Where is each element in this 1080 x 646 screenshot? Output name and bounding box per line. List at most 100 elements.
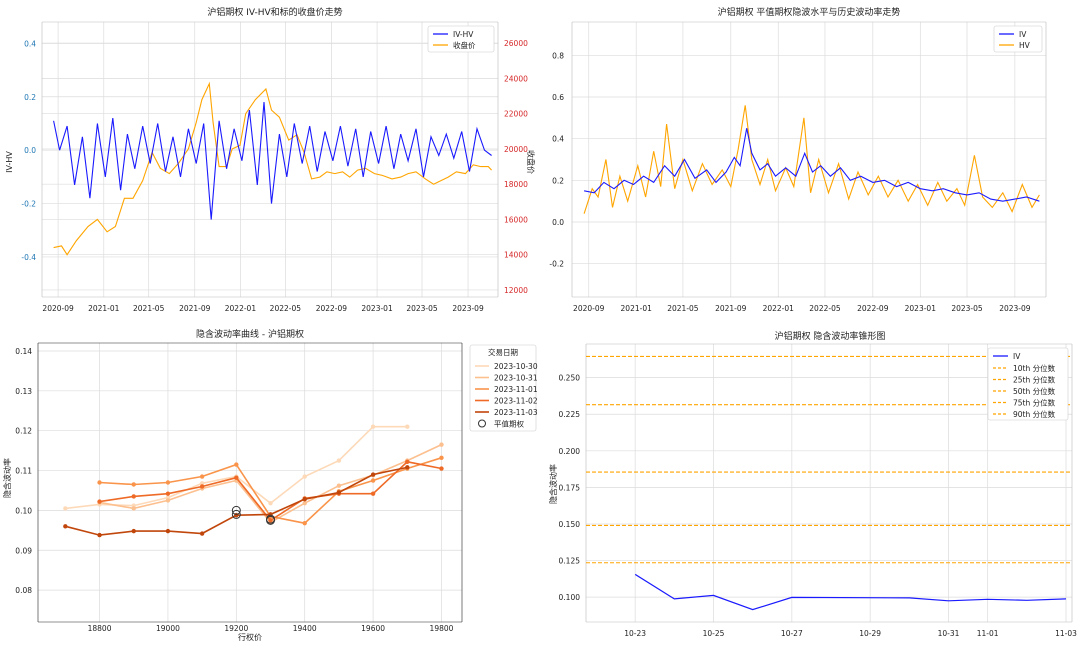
legend-label: HV <box>1019 41 1031 50</box>
y-tick-label: 0.0 <box>24 146 36 155</box>
smile-point <box>302 520 307 526</box>
x-tick-label: 19800 <box>430 624 454 633</box>
smile-point <box>268 518 273 523</box>
x-tick-label: 10-25 <box>703 629 725 638</box>
smile-point <box>439 442 444 447</box>
atm-marker <box>266 515 276 525</box>
y-tick-label: 0.09 <box>15 546 32 555</box>
smile-point <box>234 462 239 467</box>
atm-marker <box>231 505 241 515</box>
smile-point <box>97 532 102 538</box>
y-tick-label: 0.12 <box>15 427 32 436</box>
y-tick-label: 0.10 <box>15 506 32 515</box>
legend: 交易日期 2023-10-30 2023-10-31 2023-11-01 2023-1… <box>469 344 538 432</box>
panel-iv-cone: 沪铝期权 隐含波动率锥形图 隐含波动率 10-23 10-25 10-27 10-29… <box>548 330 1077 638</box>
x-tick-label: 2021-01 <box>88 304 120 313</box>
smile-point <box>405 459 410 464</box>
y-tick-label: 0.11 <box>15 467 32 476</box>
smile-point <box>97 499 102 504</box>
smile-point <box>370 478 376 483</box>
x-tick-label: 2022-01 <box>225 304 257 313</box>
iv-line <box>583 128 1040 202</box>
legend-title: 交易日期 <box>488 347 518 357</box>
x-tick-label: 10-29 <box>859 629 881 638</box>
smile-point <box>97 480 102 485</box>
legend-label: IV <box>1019 30 1027 39</box>
x-tick-label: 2020-09 <box>573 304 605 313</box>
y-tick-label: 0.2 <box>24 93 36 102</box>
y-tick-label: -0.4 <box>21 253 36 262</box>
smile-point <box>336 490 342 495</box>
smile-point <box>131 528 136 534</box>
smile-point <box>336 483 342 488</box>
y2-tick-label: 14000 <box>504 251 528 260</box>
chart-title: 沪铝期权 隐含波动率锥形图 <box>775 330 886 342</box>
smile-point <box>131 494 136 499</box>
x-tick-label: 2022-01 <box>763 304 795 313</box>
smile-point <box>302 497 307 502</box>
legend-label: 2023-11-03 <box>494 408 538 417</box>
chart-title: 沪铝期权 平值期权隐波水平与历史波动率走势 <box>718 6 901 18</box>
smile-point <box>199 481 205 486</box>
smile-point <box>165 528 171 534</box>
x-tick-label: 19600 <box>361 624 385 633</box>
x-tick-label: 19200 <box>224 624 248 633</box>
close-price-line <box>53 81 493 256</box>
legend-label: 平值期权 <box>494 419 524 429</box>
iv-hv-line <box>53 102 492 220</box>
x-tick-label: 2021-09 <box>179 304 211 313</box>
y-axis-label: IV-HV <box>5 151 14 173</box>
legend-box <box>993 25 1043 53</box>
x-tick-label: 2021-09 <box>715 304 747 313</box>
y-tick-label: 0.200 <box>559 447 581 456</box>
legend-swatch <box>478 419 486 428</box>
smile-point <box>131 506 136 511</box>
smile-point <box>439 455 444 460</box>
y-tick-label: 0.4 <box>24 39 36 48</box>
x-tick-label: 2023-09 <box>452 304 484 313</box>
smile-point <box>165 498 171 503</box>
x-tick-label: 2020-09 <box>42 304 74 313</box>
y2-tick-label: 16000 <box>504 215 528 224</box>
y2-tick-label: 24000 <box>504 74 528 83</box>
x-tick-label: 10-27 <box>781 629 803 638</box>
x-tick-label: 2021-05 <box>133 304 165 313</box>
chart-title: 隐含波动率曲线 - 沪铝期权 <box>196 328 304 340</box>
y-tick-label: 0.13 <box>15 387 32 396</box>
x-tick-label: 10-31 <box>938 629 960 638</box>
y-tick-label: 0.8 <box>552 51 564 60</box>
smile-point <box>336 458 342 463</box>
legend-label: 10th 分位数 <box>1013 363 1056 373</box>
y-tick-label: 0.4 <box>552 135 564 144</box>
smile-point <box>302 474 307 479</box>
y2-tick-label: 12000 <box>504 286 528 295</box>
y-tick-label: -0.2 <box>21 200 36 209</box>
smile-point <box>63 524 68 529</box>
y-tick-label: 0.14 <box>15 347 32 356</box>
x-tick-label: 2022-09 <box>857 304 889 313</box>
legend-label: 90th 分位数 <box>1013 409 1056 419</box>
legend-label: 2023-11-02 <box>494 397 538 406</box>
x-tick-label: 11-01 <box>977 629 999 638</box>
smile-point <box>199 484 205 489</box>
smile-point <box>268 501 273 506</box>
y-axis-label: 隐含波动率 <box>2 458 12 498</box>
panel-atm-iv-hv: 沪铝期权 平值期权隐波水平与历史波动率走势 2020-09 2021-01 2021… <box>549 6 1047 313</box>
smile-point <box>234 475 239 480</box>
y-tick-label: -0.2 <box>549 260 564 269</box>
x-tick-label: 19400 <box>293 624 317 633</box>
legend-label: 25th 分位数 <box>1013 375 1056 385</box>
smile-point <box>439 466 444 471</box>
y2-tick-label: 18000 <box>504 180 528 189</box>
panel-iv-hv-close: 沪铝期权 IV-HV和标的收盘价走势 IV-HV 收盘价 2020-09 2021… <box>5 6 536 313</box>
x-tick-label: 11-03 <box>1055 629 1077 638</box>
x-tick-label: 2023-01 <box>905 304 937 313</box>
y2-tick-label: 26000 <box>504 39 528 48</box>
x-tick-label: 2023-05 <box>951 304 983 313</box>
atm-marker <box>231 509 241 519</box>
y-tick-label: 0.225 <box>559 410 581 419</box>
smile-point <box>131 482 136 487</box>
y-tick-label: 0.100 <box>559 593 581 602</box>
